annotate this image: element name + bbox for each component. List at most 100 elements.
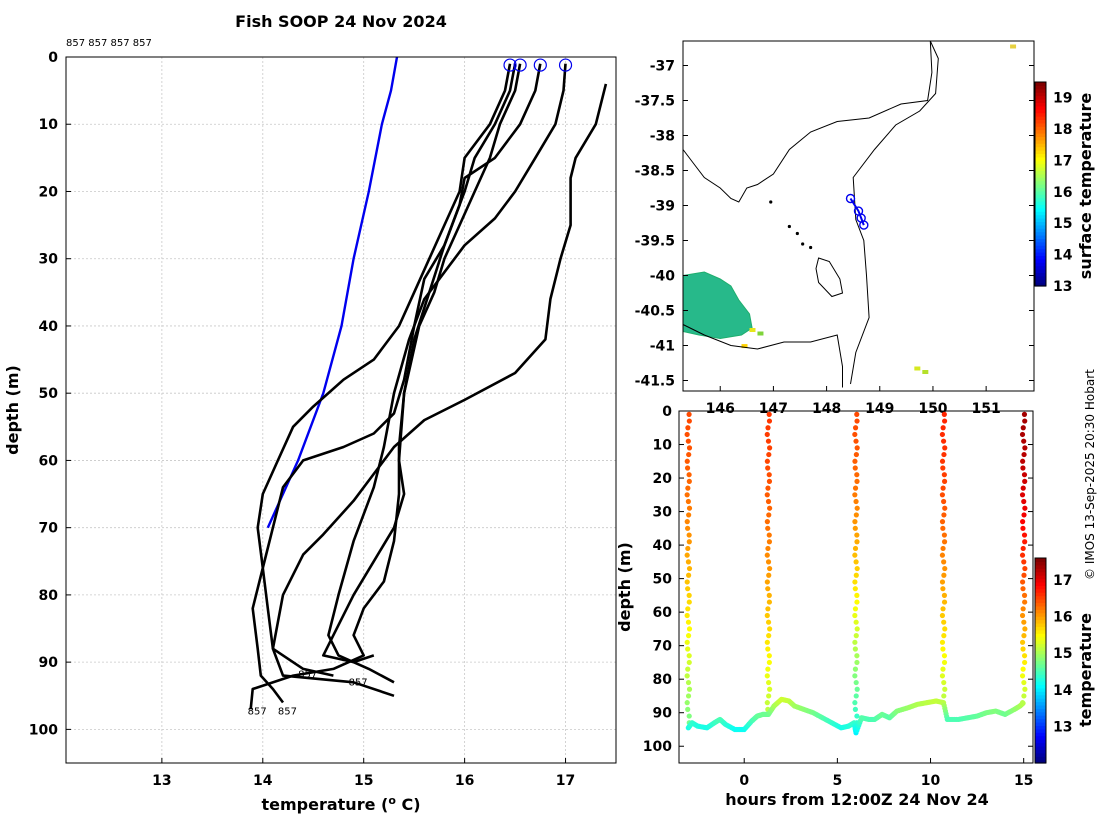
cast-sample xyxy=(1021,619,1027,625)
section-colorbar-segment xyxy=(1035,650,1046,655)
cast-sample xyxy=(766,539,773,545)
section-colorbar-tick: 16 xyxy=(1053,610,1072,626)
map-ytick-label: -37.5 xyxy=(635,94,675,110)
map-colorbar-segment xyxy=(1035,112,1046,117)
section-colorbar-segment xyxy=(1035,722,1046,727)
map-colorbar: 13 14 15 16 17 18 19 xyxy=(1034,81,1073,295)
map-colorbar-segment xyxy=(1035,177,1046,182)
section-colorbar-segment xyxy=(1035,711,1046,716)
cast-sample xyxy=(764,700,770,706)
cast-sample xyxy=(941,559,947,565)
cast-sample xyxy=(852,458,858,464)
map-colorbar-segment xyxy=(1035,221,1046,226)
cast-location xyxy=(845,193,856,204)
cast-sample xyxy=(939,519,946,525)
cast-sample xyxy=(853,512,859,518)
profile-ytick-label: 80 xyxy=(39,588,59,604)
cast-sample xyxy=(766,472,772,478)
section-colorbar-segment xyxy=(1035,752,1046,757)
cast-sample xyxy=(684,700,690,706)
cast-sample xyxy=(764,552,770,558)
section-colorbar-segment xyxy=(1035,674,1046,679)
cast-sample xyxy=(767,505,773,511)
cast-sample xyxy=(852,666,859,672)
cast-sample xyxy=(766,653,772,659)
map-colorbar-segment xyxy=(1035,204,1046,209)
cast-sample xyxy=(940,465,946,471)
map-colorbar-segment xyxy=(1035,116,1046,120)
cast-sample xyxy=(939,492,945,498)
section-colorbar-segment xyxy=(1035,619,1046,624)
section-xtick-label: 10 xyxy=(921,773,941,789)
cast-sample xyxy=(766,679,772,686)
credit-text: © IMOS 13-Sep-2025 20:30 Hobart xyxy=(1083,369,1097,580)
cast-sample xyxy=(685,706,691,712)
cast-sample xyxy=(853,619,859,625)
section-colorbar-segment xyxy=(1035,735,1046,740)
cast-sample xyxy=(1020,586,1026,592)
section-colorbar: 13 14 15 16 17 xyxy=(1034,557,1073,764)
map-colorbar-segment xyxy=(1035,146,1046,151)
profile-ytick-label: 20 xyxy=(39,184,59,200)
cast-sample xyxy=(853,693,859,699)
section-colorbar-segment xyxy=(1035,704,1046,709)
section-colorbar-frame xyxy=(1034,557,1047,764)
cast-sample xyxy=(686,686,693,692)
cast-sample xyxy=(941,619,947,625)
profile-ytick-label: 30 xyxy=(39,252,59,268)
cast-sample xyxy=(940,606,946,612)
map-colorbar-segment xyxy=(1035,136,1046,141)
cast-sample xyxy=(854,532,860,538)
cast-sample xyxy=(1021,451,1027,458)
map-colorbar-segment xyxy=(1035,245,1046,250)
section-ytick-label: 60 xyxy=(653,605,673,621)
top-profile-ids: 857 857 857 857 xyxy=(66,38,152,49)
map-content xyxy=(682,40,1017,388)
cast-sample xyxy=(1020,606,1026,612)
map-xtick-label: 151 xyxy=(972,401,1001,417)
cast-sample xyxy=(765,559,772,565)
cast-sample xyxy=(1022,505,1028,511)
cast-sample xyxy=(1022,686,1028,692)
section-colorbar-segment xyxy=(1035,633,1046,638)
section-colorbar-segment xyxy=(1035,663,1046,668)
section-colorbar-segment xyxy=(1035,643,1046,648)
cast-sample xyxy=(766,418,773,424)
cast-sample xyxy=(1021,532,1028,538)
cast-sample xyxy=(766,478,773,484)
cast-sample xyxy=(941,633,947,639)
cast-sample xyxy=(1022,445,1028,451)
cast-sample xyxy=(684,458,690,464)
section-colorbar-segment xyxy=(1035,687,1046,692)
cast-sample xyxy=(854,418,860,424)
map-colorbar-segment xyxy=(1035,262,1046,267)
section-colorbar-segment xyxy=(1035,715,1046,720)
cast-sample xyxy=(766,693,772,699)
map-colorbar-tick: 14 xyxy=(1053,248,1073,264)
cast-sample xyxy=(766,572,772,578)
section-colorbar-segment xyxy=(1035,745,1046,750)
cast-sample xyxy=(941,679,947,686)
section-colorbar-segment xyxy=(1035,622,1046,627)
section-colorbar-segment xyxy=(1035,728,1046,733)
cast-sample xyxy=(941,532,948,538)
map-colorbar-segment xyxy=(1035,184,1046,188)
map-colorbar-segment xyxy=(1035,218,1046,222)
cast-sample xyxy=(685,619,692,625)
cast-sample xyxy=(766,512,772,518)
map-colorbar-segment xyxy=(1035,224,1046,229)
profile-ytick-label: 90 xyxy=(39,655,59,671)
cast-sample xyxy=(1019,492,1026,498)
map-ytick-label: -38 xyxy=(650,129,675,145)
section-ytick-label: 100 xyxy=(643,739,672,755)
cast-sample xyxy=(766,599,773,605)
cast-sample xyxy=(764,639,770,645)
section-ytick-label: 70 xyxy=(653,639,673,655)
map-colorbar-segment xyxy=(1035,201,1046,205)
section-colorbar-segment xyxy=(1035,609,1046,614)
map-ytick-label: -41.5 xyxy=(635,374,675,390)
cast-sample xyxy=(767,626,773,632)
profile-xtick-label: 14 xyxy=(253,773,273,789)
